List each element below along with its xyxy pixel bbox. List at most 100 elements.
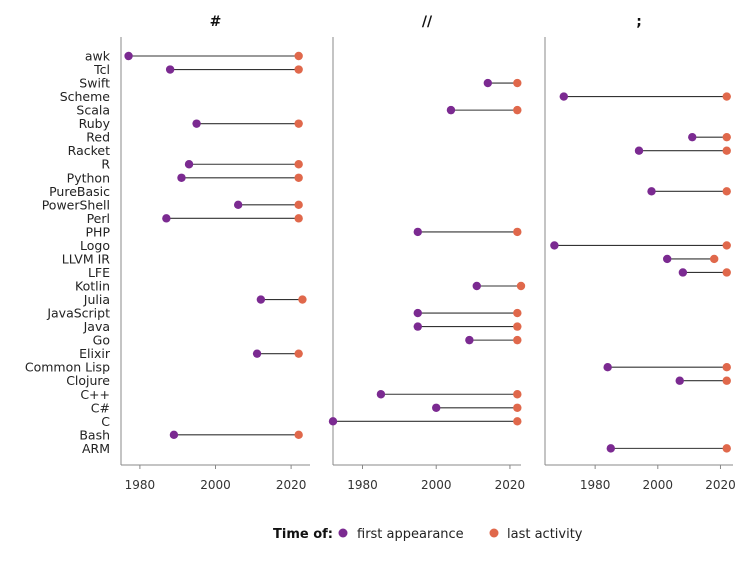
first-appearance-point-llvm-ir [663, 254, 672, 264]
category-label-tcl: Tcl [93, 62, 110, 77]
first-appearance-point-powershell [233, 200, 243, 210]
category-label-scheme: Scheme [60, 89, 111, 104]
category-label-common-lisp: Common Lisp [25, 360, 110, 375]
category-labels: awkTclSwiftSchemeScalaRubyRedRacketRPyth… [25, 49, 111, 456]
category-label-red: Red [86, 130, 110, 145]
x-tick-label: 1980 [580, 478, 611, 492]
panel-1: #1980 2000 2020 [120, 14, 310, 492]
category-label-arm: ARM [82, 441, 110, 456]
first-appearance-point-awk [124, 51, 133, 61]
x-tick-label: 1980 [125, 478, 156, 492]
last-activity-point-logo [722, 241, 731, 250]
panel-title: // [422, 14, 433, 30]
last-activity-point-java [513, 322, 522, 331]
last-activity-point-cplusplus [513, 390, 522, 399]
first-appearance-point-racket [634, 146, 644, 155]
panel-2: // 1980 2000 2020 [328, 14, 526, 492]
category-label-php: PHP [86, 224, 111, 239]
last-activity-point-tcl [294, 65, 303, 74]
first-appearance-point-php [413, 227, 422, 237]
first-appearance-point-go [465, 335, 474, 345]
category-label-csharp: C# [91, 400, 110, 415]
last-activity-point-llvm-ir [710, 254, 719, 264]
category-label-cplusplus: C++ [80, 387, 110, 402]
category-label-java: Java [83, 319, 110, 334]
first-appearance-point-c [328, 417, 338, 426]
first-appearance-point-arm [606, 444, 615, 453]
legend-title: Time of: [273, 527, 333, 542]
first-appearance-point-clojure [675, 376, 684, 385]
first-appearance-point-red [688, 132, 697, 142]
category-label-go: Go [93, 333, 110, 348]
legend-label-last-activity: last activity [507, 527, 583, 542]
x-tick-label: 2000 [421, 478, 452, 492]
first-appearance-point-logo [550, 241, 559, 250]
first-appearance-point-perl [162, 214, 171, 223]
first-appearance-point-lfe [678, 268, 688, 277]
last-activity-point-elixir [294, 349, 303, 358]
category-label-ruby: Ruby [79, 116, 111, 131]
category-label-scala: Scala [76, 103, 110, 118]
x-tick-label: 2020 [276, 478, 307, 492]
first-appearance-point-ruby [192, 119, 201, 128]
category-label-llvm-ir: LLVM IR [62, 251, 111, 266]
category-label-clojure: Clojure [66, 373, 110, 388]
last-activity-point-bash [294, 430, 303, 440]
last-activity-point-common-lisp [722, 362, 731, 372]
panel-title: ; [636, 14, 642, 30]
last-activity-point-kotlin [516, 281, 526, 291]
x-tick-label: 2020 [705, 478, 736, 492]
category-label-purebasic: PureBasic [49, 184, 110, 199]
category-label-bash: Bash [79, 427, 110, 442]
last-activity-point-purebasic [722, 187, 731, 196]
x-tick-label: 1980 [347, 478, 378, 492]
category-label-logo: Logo [80, 238, 110, 253]
last-activity-point-julia [298, 295, 307, 304]
category-label-kotlin: Kotlin [75, 279, 110, 294]
first-appearance-point-tcl [165, 65, 175, 74]
x-tick-label: 2000 [200, 478, 231, 492]
first-appearance-point-cplusplus [376, 390, 386, 399]
category-label-swift: Swift [79, 76, 110, 91]
legend: Time of: first appearance last activity [273, 527, 583, 542]
first-appearance-point-scala [446, 105, 456, 115]
category-label-racket: Racket [68, 143, 110, 158]
chart-panels: #1980 2000 2020 // 1980 2000 2020; 1980 2000 2020 [120, 14, 736, 492]
last-activity-point-arm [722, 444, 731, 453]
last-activity-point-php [513, 227, 522, 237]
category-label-python: Python [67, 170, 110, 185]
category-label-perl: Perl [87, 211, 110, 226]
first-appearance-point-java [413, 322, 422, 331]
first-appearance-point-r [184, 160, 194, 169]
last-activity-point-awk [294, 51, 303, 61]
category-label-julia: Julia [83, 292, 110, 307]
last-activity-point-lfe [722, 268, 731, 277]
last-activity-point-powershell [294, 200, 303, 210]
last-activity-point-csharp [513, 403, 522, 412]
last-activity-point-racket [722, 146, 731, 155]
last-activity-point-perl [294, 214, 303, 223]
first-appearance-point-julia [256, 295, 266, 304]
last-activity-point-scheme [722, 92, 731, 101]
last-activity-point-clojure [722, 376, 731, 385]
category-label-c: C [101, 414, 110, 429]
first-appearance-point-elixir [252, 349, 262, 358]
first-appearance-point-purebasic [647, 187, 656, 196]
panel-title: # [210, 14, 222, 30]
category-label-r: R [101, 157, 110, 172]
last-activity-point-c [513, 417, 522, 426]
legend-label-first-appearance: first appearance [357, 527, 464, 542]
first-appearance-point-bash [169, 430, 179, 440]
category-label-awk: awk [85, 49, 111, 64]
last-activity-point-ruby [294, 119, 303, 128]
category-label-elixir: Elixir [79, 346, 111, 361]
first-appearance-point-common-lisp [603, 362, 612, 372]
x-tick-label: 2020 [495, 478, 526, 492]
legend-marker-last-activity [489, 528, 499, 538]
last-activity-point-scala [513, 105, 522, 115]
last-activity-point-red [722, 132, 731, 142]
last-activity-point-javascript [513, 308, 522, 318]
category-label-powershell: PowerShell [42, 197, 110, 212]
first-appearance-point-kotlin [472, 281, 481, 291]
